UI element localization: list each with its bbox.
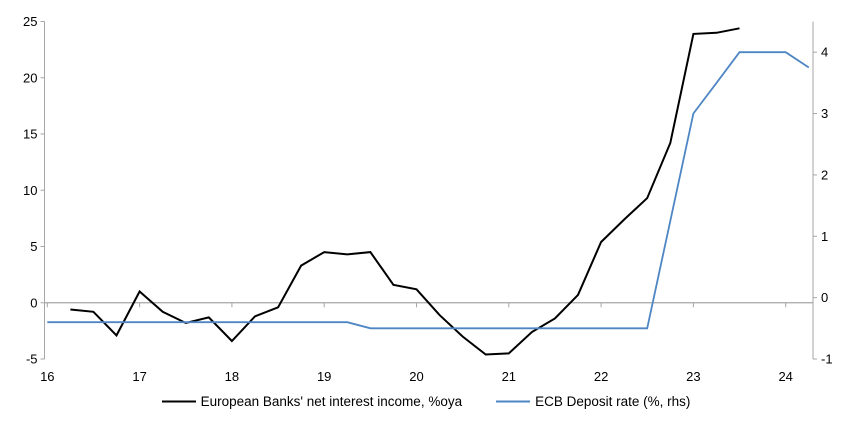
x-axis-tick-label: 22 <box>594 369 608 384</box>
x-axis-tick-label: 24 <box>778 369 792 384</box>
left-axis-tick-label: 20 <box>23 70 37 85</box>
left-axis-tick-label: 5 <box>30 239 37 254</box>
left-axis-tick-label: 15 <box>23 127 37 142</box>
left-axis-tick-label: 25 <box>23 14 37 29</box>
x-axis-tick-label: 19 <box>317 369 331 384</box>
right-axis-tick-label: 1 <box>821 229 828 244</box>
right-axis-tick-label: 3 <box>821 106 828 121</box>
series-line-0 <box>70 27 740 356</box>
x-axis-tick-label: 16 <box>40 369 54 384</box>
right-axis-tick-label: 0 <box>821 290 828 305</box>
x-axis-tick-label: 21 <box>502 369 516 384</box>
legend-label-ecb-deposit-rate: ECB Deposit rate (%, rhs) <box>535 394 691 409</box>
black-line-swatch <box>161 400 196 403</box>
right-axis-tick-label: -1 <box>821 352 833 367</box>
left-axis-tick-label: 10 <box>23 183 37 198</box>
chart-legend: European Banks' net interest income, %oy… <box>0 394 852 409</box>
legend-item-ecb-deposit-rate: ECB Deposit rate (%, rhs) <box>496 394 690 409</box>
series-line-1 <box>47 51 810 330</box>
left-axis-tick-label: 0 <box>30 295 37 310</box>
x-axis-tick-label: 23 <box>686 369 700 384</box>
blue-line-swatch <box>496 400 531 403</box>
x-axis-tick-label: 20 <box>409 369 423 384</box>
right-axis-tick-label: 4 <box>821 45 828 60</box>
right-axis-tick-label: 2 <box>821 167 828 182</box>
left-axis-tick-label: -5 <box>26 352 38 367</box>
x-axis-tick-label: 17 <box>132 369 146 384</box>
x-axis-tick-label: 18 <box>225 369 239 384</box>
legend-label-net-interest-income: European Banks' net interest income, %oy… <box>200 394 463 409</box>
legend-item-net-interest-income: European Banks' net interest income, %oy… <box>161 394 463 409</box>
